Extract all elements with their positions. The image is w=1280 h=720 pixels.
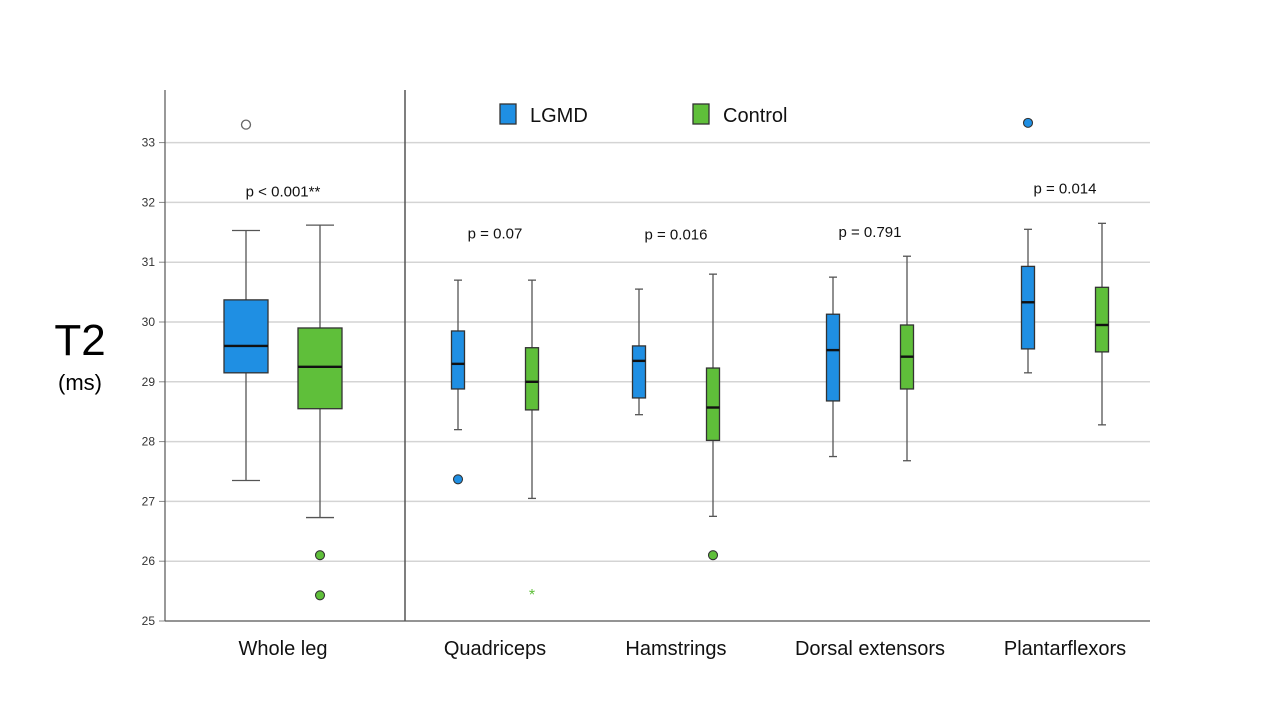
legend-label: Control — [723, 105, 787, 127]
box-lgmd — [1020, 265, 1036, 350]
outlier-point — [1022, 117, 1034, 128]
y-tick-label: 32 — [142, 195, 156, 209]
legend-swatch-lgmd — [499, 103, 517, 125]
y-tick-label: 31 — [142, 255, 156, 269]
y-tick-label: 25 — [142, 614, 156, 628]
y-tick-label: 29 — [142, 375, 156, 389]
x-category-label: Plantarflexors — [1004, 638, 1126, 660]
box-lgmd — [223, 299, 269, 374]
p-value-annotation: p = 0.016 — [645, 226, 708, 243]
p-value-annotation: p = 0.791 — [839, 224, 902, 241]
legend-swatch-control — [692, 103, 710, 125]
x-category-label: Hamstrings — [625, 638, 726, 660]
outlier-point — [240, 119, 252, 130]
box-control — [705, 367, 721, 442]
outlier-point — [707, 550, 719, 561]
box-control — [1094, 286, 1110, 353]
p-value-annotation: p < 0.001** — [246, 183, 321, 200]
y-tick-label: 30 — [142, 315, 156, 329]
box-lgmd — [450, 330, 466, 390]
x-category-label: Quadriceps — [444, 638, 546, 660]
x-category-label: Whole leg — [239, 638, 328, 660]
box-lgmd — [631, 345, 647, 399]
outlier-star: * — [529, 587, 535, 604]
y-tick-label: 27 — [142, 494, 156, 508]
y-axis-unit: (ms) — [58, 370, 102, 395]
y-axis-title: T2 — [54, 316, 106, 365]
y-tick-label: 28 — [142, 435, 156, 449]
y-tick-label: 26 — [142, 554, 156, 568]
p-value-annotation: p = 0.014 — [1034, 180, 1097, 197]
p-value-annotation: p = 0.07 — [468, 225, 523, 242]
box-lgmd — [825, 313, 841, 402]
legend-label: LGMD — [530, 105, 588, 127]
y-tick-label: 33 — [142, 136, 156, 150]
x-category-label: Dorsal extensors — [795, 638, 945, 660]
box-control — [297, 327, 343, 410]
box-control — [524, 347, 540, 411]
outlier-point — [452, 474, 464, 485]
outlier-point — [314, 550, 326, 561]
outlier-point — [314, 590, 326, 601]
